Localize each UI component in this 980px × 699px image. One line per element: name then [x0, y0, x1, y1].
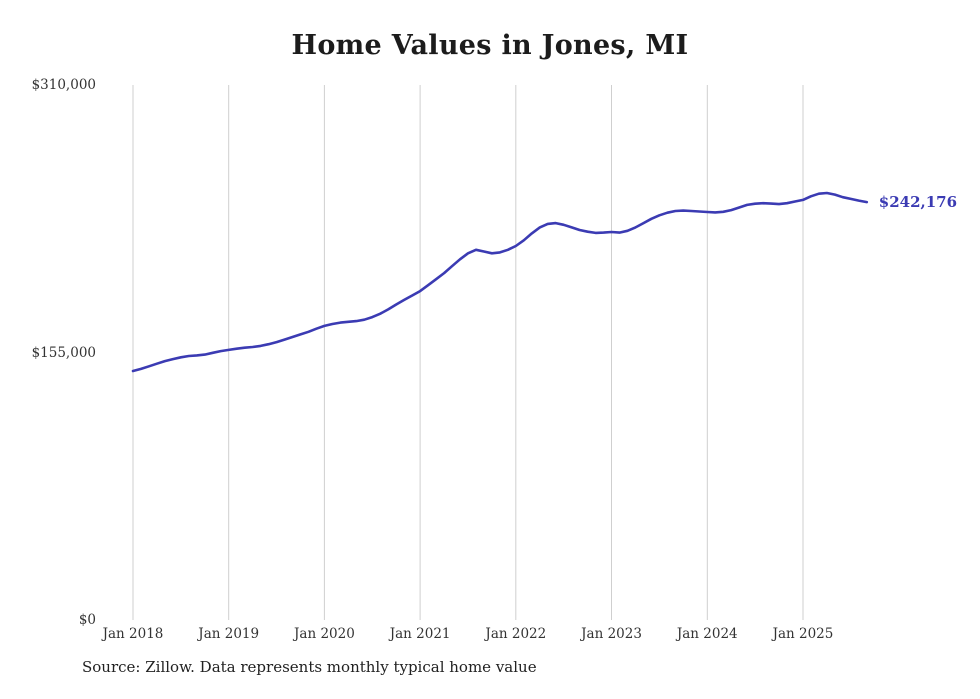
- y-axis-tick-label: $0: [78, 612, 96, 628]
- y-axis-tick-label: $310,000: [31, 77, 96, 93]
- x-axis-tick-label: Jan 2023: [581, 626, 642, 642]
- chart-title: Home Values in Jones, MI: [291, 30, 689, 61]
- x-axis-tick-label: Jan 2022: [485, 626, 547, 642]
- x-axis-tick-label: Jan 2018: [102, 626, 164, 642]
- source-note: Source: Zillow. Data represents monthly …: [82, 658, 537, 676]
- x-axis-tick-label: Jan 2025: [772, 626, 834, 642]
- home-value-line: [131, 191, 869, 373]
- x-axis-tick-label: Jan 2021: [389, 626, 451, 642]
- latest-value-label: $242,176: [878, 193, 958, 212]
- x-axis-tick-label: Jan 2019: [198, 626, 260, 642]
- gridlines-group: [132, 85, 804, 620]
- y-axis-tick-label: $155,000: [31, 344, 96, 361]
- x-axis-tick-label: Jan 2020: [294, 626, 355, 642]
- x-axis-tick-label: Jan 2024: [676, 626, 738, 642]
